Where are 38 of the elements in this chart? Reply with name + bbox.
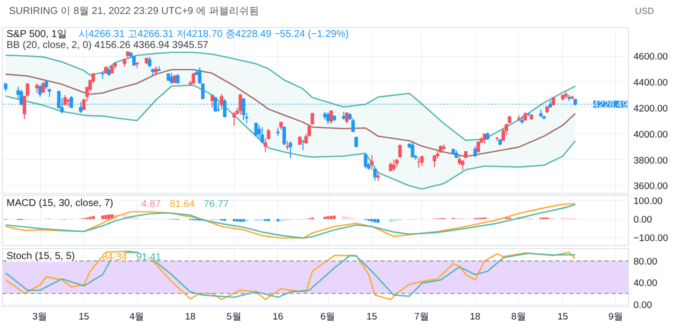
y-tick-label: 4200.00 [634, 103, 668, 114]
y-tick-label: 4600.00 [634, 52, 668, 63]
chart-title: SURIRING 이 8월 21, 2022 23:29 UTC+9 에 퍼블리쉬됨 [9, 5, 259, 19]
chart-subtitle: S&P 500, 1일 [6, 29, 67, 40]
ref-line-label: 4228.49 [593, 100, 628, 111]
x-tick-label: 9월 [608, 312, 624, 322]
x-tick-label: 5월 [226, 312, 242, 322]
annotation: 84.34 [102, 252, 128, 263]
x-tick-label: 6월 [320, 312, 336, 322]
y-tick-label: 3800.00 [634, 155, 668, 166]
y-tick-label: 3600.00 [634, 181, 668, 192]
y-tick-label: 100.00 [634, 196, 663, 207]
annotation: 91.41 [136, 252, 162, 263]
y-tick-label: 0.00 [634, 214, 652, 226]
x-tick-label: 16 [272, 312, 284, 322]
y-tick-label: 80.00 [634, 256, 658, 268]
annotation: BB (20, close, 2, 0) 4156.26 4366.94 3945.57 [6, 40, 209, 51]
x-tick-label: 3월 [32, 312, 48, 322]
x-tick-label: 18 [470, 312, 480, 322]
annotation: 81.64 [170, 199, 196, 210]
y-tick-label: 4400.00 [634, 77, 668, 88]
x-tick-label: 18 [185, 312, 196, 322]
chart-title: MACD (15, 30, close, 7) [6, 198, 114, 209]
y-tick-label: 4000.00 [634, 129, 668, 140]
y-axis-title: USD [635, 5, 654, 18]
y-tick-label: 40.00 [634, 278, 658, 290]
x-tick-label: 7월 [414, 312, 430, 322]
y-tick-label: −100.00 [634, 233, 668, 244]
x-tick-label: 8월 [511, 312, 527, 322]
annotation: 4.87 [141, 199, 162, 210]
x-tick-label: 15 [366, 312, 378, 322]
chart-title: Stoch (15, 5, 5) [6, 251, 75, 262]
annotation: 시4266.31 고4266.31 저4218.70 종4228.49 −55.24 (−1.29%) [78, 29, 349, 40]
x-tick-label: 15 [78, 312, 90, 322]
x-tick-label: 4월 [129, 312, 145, 322]
y-tick-label: 0.00 [634, 300, 652, 311]
annotation: 76.77 [204, 199, 230, 210]
x-tick-label: 15 [557, 312, 568, 322]
